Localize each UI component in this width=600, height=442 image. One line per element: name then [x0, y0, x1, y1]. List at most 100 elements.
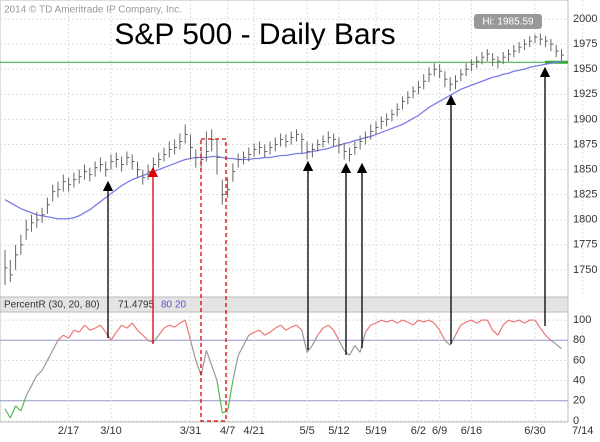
ohlc-bar: [455, 75, 458, 90]
indicator-segment: [508, 319, 515, 323]
indicator-segment: [4, 408, 11, 419]
price-panel: [0, 0, 569, 298]
ohlc-bar: [280, 133, 284, 147]
indicator-segment: [285, 326, 292, 331]
indicator-segment: [407, 321, 414, 326]
grid: [0, 0, 584, 422]
ohlc-bar: [227, 177, 231, 198]
indicator-segment: [275, 324, 281, 329]
indicator-segment: [433, 322, 441, 331]
ohlc-bar: [216, 139, 220, 175]
ohlc-bar: [15, 244, 19, 270]
ohlc-bar: [68, 177, 72, 192]
ohlc-bar: [333, 133, 337, 147]
ohlc-bar: [163, 147, 167, 162]
ohlc-bar: [142, 169, 146, 185]
x-tick-label: 6/30: [524, 425, 545, 437]
indicator-segment: [9, 405, 17, 419]
indicator-segment: [306, 344, 313, 353]
ohlc-bar: [73, 172, 77, 188]
ohlc-bar: [126, 151, 130, 166]
indicator-segment: [131, 322, 138, 331]
indicator-segment: [492, 329, 499, 336]
y-tick-label: 1825: [573, 189, 597, 201]
ohlc-bar: [349, 147, 352, 162]
ohlc-bar: [428, 67, 432, 83]
x-tick-label: 3/31: [180, 425, 201, 437]
indicator-segment: [465, 319, 472, 323]
ohlc-bar: [433, 63, 437, 77]
highlight-box: [200, 138, 227, 422]
ohlc-bar: [121, 156, 125, 172]
ohlc-bar: [290, 131, 294, 145]
y-tick-label: 1875: [573, 138, 597, 150]
x-tick-label: 2/17: [58, 425, 79, 437]
y-tick-label: 60: [573, 354, 585, 366]
indicator-segment: [30, 375, 38, 386]
ohlc-bar: [105, 161, 109, 177]
indicator-segment: [253, 329, 260, 333]
indicator-segment: [163, 324, 170, 329]
ohlc-bar: [20, 234, 24, 255]
ohlc-bar: [195, 149, 199, 168]
y-tick-label: 2000: [573, 13, 597, 25]
indicator-segment: [471, 319, 477, 324]
ohlc-bar: [317, 139, 321, 152]
indicator-segment: [396, 319, 403, 324]
indicator-segment: [391, 319, 398, 324]
ohlc-bar: [561, 49, 564, 62]
ohlc-bar: [274, 137, 278, 152]
ohlc-bar: [296, 129, 299, 142]
ohlc-bar: [465, 63, 469, 77]
ohlc-bar: [444, 71, 448, 88]
indicator-segment: [52, 339, 59, 351]
indicator-last: 71.4795: [118, 300, 155, 311]
ohlc-bar: [306, 141, 310, 160]
indicator-segment: [137, 329, 144, 336]
indicator-level: 80: [161, 300, 173, 311]
indicator-segment: [152, 334, 160, 343]
ohlc-bar: [179, 133, 183, 150]
indicator-segment: [68, 329, 75, 339]
ohlc-bar: [539, 33, 543, 46]
indicator-segment: [343, 349, 350, 356]
indicator-segment: [370, 322, 377, 326]
indicator-segment: [222, 410, 228, 414]
ohlc-bar: [311, 143, 315, 158]
indicator-segment: [110, 331, 117, 341]
x-tick-label: 4/7: [220, 425, 235, 437]
ohlc-bar: [375, 121, 379, 135]
ohlc-bar: [492, 53, 496, 67]
ohlc-bar: [534, 34, 538, 44]
hi-box: [474, 14, 542, 29]
indicator-segment: [258, 329, 266, 336]
indicator-segment: [439, 329, 446, 341]
indicator-segment: [359, 332, 366, 353]
x-tick-label: 5/5: [299, 425, 314, 437]
indicator-segment: [121, 324, 128, 329]
hi-label: Hi: 1985.59: [482, 17, 534, 28]
indicator-segment: [115, 324, 123, 333]
y-tick-label: 1775: [573, 239, 597, 251]
ohlc-bar: [508, 49, 511, 62]
indicator-segment: [264, 331, 271, 336]
ohlc-bar: [205, 131, 209, 162]
indicator-segment: [534, 319, 541, 329]
y-tick-label: 1800: [573, 214, 597, 226]
ohlc-bar: [52, 184, 56, 202]
ohlc-bar: [476, 56, 480, 69]
ohlc-bar: [137, 161, 140, 178]
indicator-segment: [381, 319, 387, 323]
marks: [0, 33, 568, 419]
indicator-segment: [301, 330, 308, 353]
indicator-segment: [99, 324, 107, 333]
ohlc-bar: [237, 153, 241, 168]
ohlc-bar: [380, 116, 384, 130]
indicator-segment: [428, 319, 435, 324]
indicator-level: 20: [175, 300, 187, 311]
indicator-segment: [57, 334, 64, 341]
indicator-segment: [73, 329, 80, 333]
indicator-segment: [41, 360, 48, 371]
indicator-segment: [333, 329, 340, 341]
